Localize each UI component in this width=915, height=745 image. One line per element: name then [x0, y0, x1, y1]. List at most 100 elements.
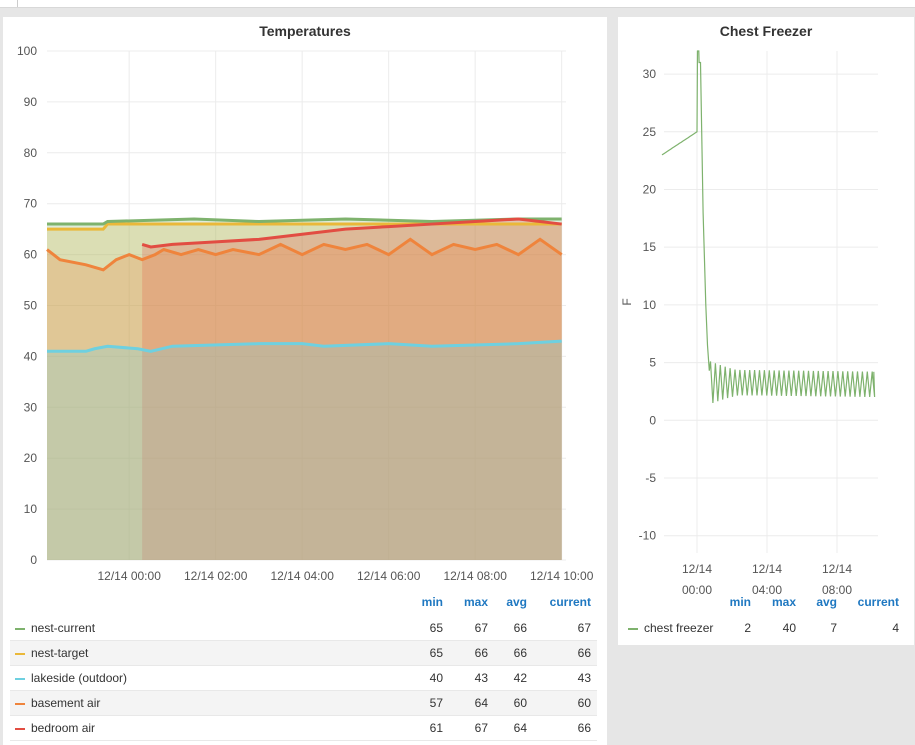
legend-value-current: 4: [892, 621, 899, 635]
legend-header-min[interactable]: min: [729, 595, 751, 609]
series-area: [47, 341, 562, 560]
legend-series-name[interactable]: lakeside (outdoor): [31, 671, 128, 685]
legend-value-max: 40: [782, 621, 796, 635]
y-tick-label: -5: [645, 471, 656, 485]
legend-header-current[interactable]: current: [857, 595, 899, 609]
legend-value-avg: 66: [513, 646, 527, 660]
y-tick-label: 50: [24, 299, 38, 313]
y-tick-label: 30: [643, 67, 657, 81]
legend-row[interactable]: nest-target 65 66 66 66: [10, 641, 597, 666]
y-tick-label: 20: [24, 451, 38, 465]
legend-row[interactable]: nest-current 65 67 66 67: [10, 616, 597, 641]
legend-header-min[interactable]: min: [421, 595, 443, 609]
y-tick-label: 100: [17, 44, 37, 58]
legend-series-name[interactable]: nest-target: [31, 646, 89, 660]
row-divider: [10, 665, 597, 666]
series-line[interactable]: [141, 217, 562, 249]
legend-value-max: 67: [474, 721, 488, 735]
x-tick-label: 12/14 00:00: [97, 569, 161, 583]
legend-swatch: [15, 678, 25, 680]
row-divider: [10, 690, 597, 691]
series-area: [47, 218, 562, 560]
legend-header-max[interactable]: max: [771, 595, 796, 609]
legend-value-current: 60: [577, 696, 591, 710]
legend-header-current[interactable]: current: [549, 595, 591, 609]
row-divider: [10, 715, 597, 716]
y-tick-label: 80: [24, 146, 38, 160]
series-area: [142, 218, 562, 560]
legend-series-name[interactable]: chest freezer: [644, 621, 714, 635]
top-bar: [0, 0, 915, 8]
legend-value-avg: 64: [513, 721, 527, 735]
y-tick-label: 5: [649, 356, 656, 370]
legend-swatch: [15, 653, 25, 655]
series-area: [47, 224, 562, 560]
legend-value-min: 65: [429, 621, 443, 635]
y-tick-label: 90: [24, 95, 38, 109]
legend-value-current: 67: [577, 621, 591, 635]
series-line[interactable]: [47, 222, 562, 231]
legend-series-name[interactable]: bedroom air: [31, 721, 96, 735]
series-line[interactable]: [661, 50, 876, 404]
legend-header-avg[interactable]: avg: [506, 595, 527, 609]
y-tick-label: 10: [24, 502, 38, 516]
x-tick-label: 12/14 02:00: [184, 569, 248, 583]
chest-freezer-panel[interactable]: Chest Freezer -10 -5 0 5 10 15 20 25 30 12/14 00:0…: [618, 17, 914, 645]
legend-series-name[interactable]: basement air: [31, 696, 101, 710]
series-area: [47, 239, 562, 560]
panel-title[interactable]: Chest Freezer: [719, 23, 813, 39]
legend-swatch: [15, 703, 25, 705]
legend-value-avg: 42: [513, 671, 527, 685]
legend-value-min: 2: [744, 621, 751, 635]
x-tick-label: 12/14: [752, 562, 782, 576]
x-tick-label: 00:00: [682, 583, 712, 597]
legend-row[interactable]: basement air 57 64 60 60: [10, 691, 597, 716]
legend-value-min: 65: [429, 646, 443, 660]
legend-value-max: 67: [474, 621, 488, 635]
y-tick-label: 0: [30, 553, 37, 567]
legend-value-min: 57: [429, 696, 443, 710]
x-tick-label: 08:00: [822, 583, 852, 597]
legend-value-avg: 60: [513, 696, 527, 710]
y-tick-label: 70: [24, 197, 38, 211]
legend-swatch: [15, 728, 25, 730]
legend-swatch: [15, 628, 25, 630]
legend-header-avg[interactable]: avg: [816, 595, 837, 609]
x-tick-label: 04:00: [752, 583, 782, 597]
legend-value-current: 43: [577, 671, 591, 685]
y-tick-label: 40: [24, 349, 38, 363]
legend-value-max: 66: [474, 646, 488, 660]
y-tick-label: 20: [643, 182, 657, 196]
legend-row[interactable]: bedroom air 61 67 64 66: [10, 716, 597, 741]
legend-value-avg: 7: [830, 621, 837, 635]
y-tick-label: -10: [639, 529, 657, 543]
x-tick-label: 12/14: [682, 562, 712, 576]
legend-value-min: 40: [429, 671, 443, 685]
x-tick-label: 12/14: [822, 562, 852, 576]
panel-title[interactable]: Temperatures: [259, 23, 351, 39]
legend-header-max[interactable]: max: [463, 595, 488, 609]
series-line[interactable]: [47, 339, 562, 353]
legend-value-current: 66: [577, 646, 591, 660]
legend-value-current: 66: [577, 721, 591, 735]
freezer-chart[interactable]: -10 -5 0 5 10 15 20 25 30 12/14 00:00 12/14 04:00 12/…: [618, 17, 914, 597]
temperatures-chart[interactable]: 0 10 20 30 40 50 60 70 80 90 100 12/14 00:00 12/14 0…: [3, 17, 607, 597]
x-tick-label: 12/14 10:00: [530, 569, 594, 583]
x-tick-label: 12/14 04:00: [270, 569, 334, 583]
row-divider: [10, 740, 597, 741]
legend-value-avg: 66: [513, 621, 527, 635]
series-line[interactable]: [46, 237, 563, 272]
x-tick-label: 12/14 08:00: [443, 569, 507, 583]
y-tick-label: 25: [643, 125, 657, 139]
y-tick-label: 60: [24, 248, 38, 262]
y-axis-label: F: [620, 298, 634, 305]
legend-row[interactable]: lakeside (outdoor) 40 43 42 43: [10, 666, 597, 691]
row-divider: [10, 640, 597, 641]
temperatures-panel[interactable]: Temperatures 0 10 20 30 40 50 60 70 80 90 100 12/14…: [3, 17, 607, 745]
y-tick-label: 10: [643, 298, 657, 312]
y-tick-label: 0: [649, 413, 656, 427]
legend-row[interactable]: chest freezer 2 40 7 4: [624, 616, 904, 641]
legend-value-max: 43: [474, 671, 488, 685]
legend-value-max: 64: [474, 696, 488, 710]
legend-series-name[interactable]: nest-current: [31, 621, 96, 635]
